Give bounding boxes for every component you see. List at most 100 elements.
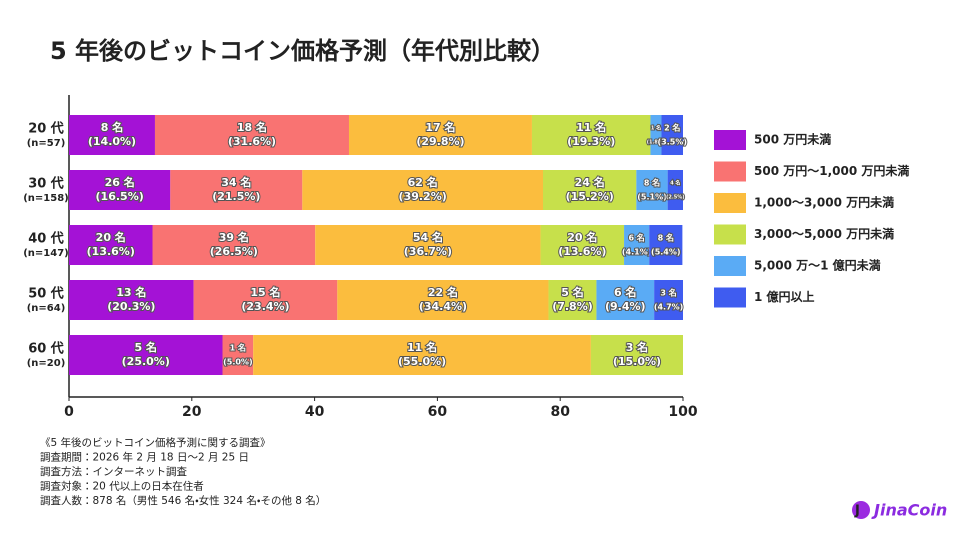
- count-label: 5 名: [561, 285, 583, 299]
- count-label: 1 名: [230, 343, 246, 353]
- count-label: 20 名: [567, 230, 597, 244]
- count-label: 34 名: [221, 175, 251, 189]
- bar-segment: [543, 170, 637, 210]
- category-label: 50 代: [28, 286, 64, 302]
- legend-label: 3,000〜5,000 万円未満: [754, 226, 894, 241]
- value-label: (26.5%): [210, 245, 258, 258]
- bar-segment: [654, 280, 683, 320]
- source-note: 調査方法：インターネット調査: [40, 465, 187, 478]
- bar-segment: [649, 225, 683, 265]
- bar-segment: [315, 225, 541, 265]
- x-tick-label: 40: [305, 404, 325, 420]
- count-label: 8 名: [101, 120, 123, 134]
- value-label: (1.8%): [647, 140, 665, 146]
- category-note: (n=64): [27, 303, 66, 314]
- count-label: 3 名: [660, 288, 676, 298]
- count-label: 62 名: [408, 175, 438, 189]
- legend-swatch: [714, 130, 746, 150]
- value-label: (29.8%): [416, 135, 464, 148]
- category-label: 30 代: [28, 176, 64, 192]
- bar-segment: [170, 170, 303, 210]
- x-tick-label: 20: [182, 404, 202, 420]
- value-label: (4.7%): [654, 303, 684, 312]
- count-label: 20 名: [96, 230, 126, 244]
- source-note: 調査対象：20 代以上の日本在住者: [40, 480, 204, 493]
- category-label: 60 代: [28, 341, 64, 357]
- count-label: 5 名: [135, 340, 157, 354]
- bar-segment: [302, 170, 544, 210]
- category-note: (n=20): [27, 358, 66, 369]
- bar-segment: [548, 280, 597, 320]
- legend-label: 5,000 万〜1 億円未満: [754, 258, 881, 273]
- logo-icon: [852, 501, 870, 519]
- count-label: 3 名: [626, 340, 648, 354]
- value-label: (7.8%): [552, 300, 593, 313]
- bar-segment: [69, 170, 171, 210]
- value-label: (5.1%): [637, 193, 667, 202]
- category-note: (n=147): [23, 248, 69, 259]
- bar-segment: [69, 225, 153, 265]
- bar-segment: [624, 225, 650, 265]
- count-label: 8 名: [658, 233, 674, 243]
- legend-swatch: [714, 287, 746, 308]
- x-tick-label: 0: [64, 404, 74, 420]
- bar-segment: [531, 115, 651, 155]
- bar-segment: [650, 115, 662, 155]
- value-label: (19.3%): [567, 135, 615, 148]
- count-label: 54 名: [413, 230, 443, 244]
- count-label: 8 名: [644, 178, 660, 188]
- brand-logo: J JinaCoin: [852, 501, 947, 520]
- legend-swatch: [714, 193, 746, 213]
- count-label: 4 名: [670, 180, 680, 187]
- value-label: (3.5%): [658, 138, 688, 147]
- legend-label: 1 億円以上: [754, 289, 815, 304]
- x-tick-label: 100: [668, 404, 697, 420]
- legend-label: 1,000〜3,000 万円未満: [754, 195, 894, 210]
- bar-segment: [596, 280, 655, 320]
- legend-swatch: [714, 224, 746, 245]
- value-label: (36.7%): [404, 245, 452, 258]
- value-label: (23.4%): [241, 300, 289, 313]
- count-label: 22 名: [428, 285, 458, 299]
- bar-segment: [667, 170, 683, 210]
- value-label: (20.3%): [107, 300, 155, 313]
- count-label: 15 名: [250, 285, 280, 299]
- value-label: (5.0%): [223, 358, 253, 367]
- legend-label: 500 万円〜1,000 万円未満: [754, 163, 909, 178]
- value-label: (9.4%): [605, 300, 646, 313]
- category-label: 40 代: [28, 231, 64, 247]
- value-label: (15.2%): [566, 190, 614, 203]
- bar-segment: [69, 280, 194, 320]
- value-label: (15.0%): [613, 355, 661, 368]
- bar-segment: [590, 335, 683, 375]
- bar-segment: [222, 335, 254, 375]
- category-note: (n=158): [23, 193, 69, 204]
- legend-label: 500 万円未満: [754, 132, 831, 147]
- bar-segment: [661, 115, 683, 155]
- bar-segment: [69, 115, 155, 155]
- legend-swatch: [714, 161, 746, 182]
- bar-segment: [253, 335, 591, 375]
- x-tick-label: 80: [550, 404, 570, 420]
- x-tick-label: 60: [428, 404, 448, 420]
- value-label: (31.6%): [228, 135, 276, 148]
- legend-swatch: [714, 256, 746, 276]
- value-label: (4.1%): [622, 248, 652, 257]
- count-label: 13 名: [116, 285, 146, 299]
- category-label: 20 代: [28, 121, 64, 137]
- source-note: 調査期間：2026 年 2 月 18 日〜2 月 25 日: [40, 451, 249, 464]
- bar-segment: [193, 280, 338, 320]
- value-label: (5.4%): [651, 248, 681, 257]
- chart-title: 5 年後のビットコイン価格予測（年代別比較）: [50, 37, 555, 65]
- source-note: 調査人数：878 名（男性 546 名・女性 324 名・その他 8 名）: [40, 494, 326, 507]
- count-label: 6 名: [628, 233, 644, 243]
- value-label: (55.0%): [398, 355, 446, 368]
- bar-segment: [348, 115, 532, 155]
- value-label: (21.5%): [212, 190, 260, 203]
- count-label: 26 名: [105, 175, 135, 189]
- source-note: 《5 年後のビットコイン価格予測に関する調査》: [40, 436, 271, 449]
- brand-name: JinaCoin: [871, 501, 947, 520]
- value-label: (14.0%): [88, 135, 136, 148]
